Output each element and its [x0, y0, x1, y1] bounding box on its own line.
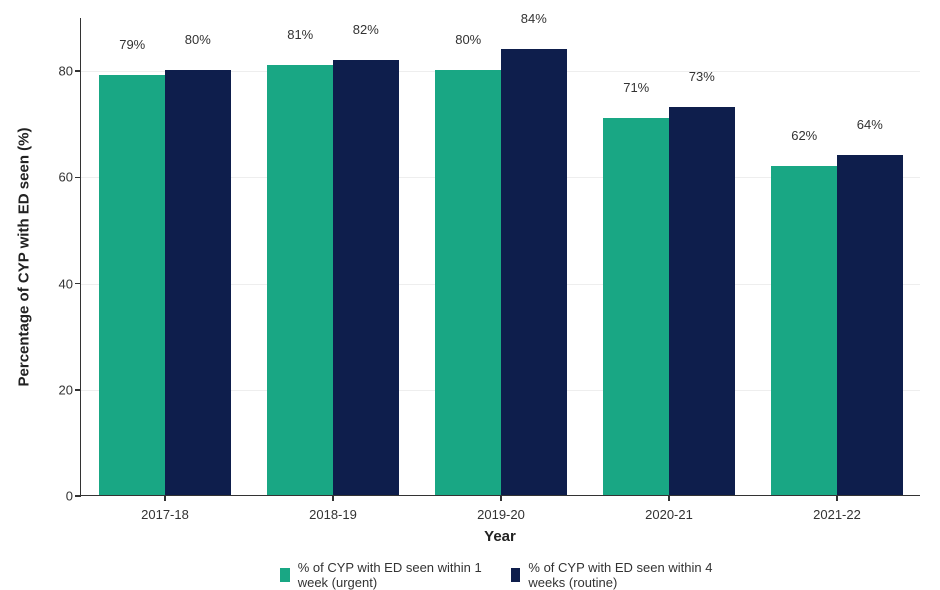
bar-value-label: 62%: [791, 128, 817, 147]
bar: [267, 65, 333, 495]
bar-value-label: 81%: [287, 27, 313, 46]
xtick-label: 2019-20: [477, 495, 525, 522]
legend-label: % of CYP with ED seen within 4 weeks (ro…: [528, 560, 720, 590]
bar-value-label: 84%: [521, 11, 547, 30]
xtick-label: 2020-21: [645, 495, 693, 522]
chart-container: Percentage of CYP with ED seen (%) Year …: [0, 0, 940, 588]
ytick-label: 60: [59, 170, 81, 185]
ytick-label: 20: [59, 382, 81, 397]
legend-swatch: [511, 568, 521, 582]
xtick-label: 2021-22: [813, 495, 861, 522]
bar-value-label: 73%: [689, 69, 715, 88]
bar: [837, 155, 903, 495]
plot-area: 0204060802017-1879%80%2018-1981%82%2019-…: [80, 18, 920, 496]
bar-value-label: 82%: [353, 22, 379, 41]
bar: [165, 70, 231, 495]
bar: [99, 75, 165, 495]
legend-swatch: [280, 568, 290, 582]
bar: [603, 118, 669, 495]
y-axis-title: Percentage of CYP with ED seen (%): [16, 128, 33, 387]
bar-value-label: 80%: [185, 32, 211, 51]
ytick-label: 40: [59, 276, 81, 291]
bar-value-label: 64%: [857, 117, 883, 136]
legend-item: % of CYP with ED seen within 1 week (urg…: [280, 560, 483, 590]
bar-value-label: 71%: [623, 80, 649, 99]
bar: [771, 166, 837, 495]
ytick-label: 80: [59, 64, 81, 79]
ytick-label: 0: [66, 489, 81, 504]
legend-item: % of CYP with ED seen within 4 weeks (ro…: [511, 560, 720, 590]
legend: % of CYP with ED seen within 1 week (urg…: [280, 560, 720, 590]
xtick-label: 2018-19: [309, 495, 357, 522]
bar: [435, 70, 501, 495]
bar: [333, 60, 399, 496]
legend-label: % of CYP with ED seen within 1 week (urg…: [298, 560, 483, 590]
bar: [501, 49, 567, 495]
bar-value-label: 79%: [119, 37, 145, 56]
xtick-label: 2017-18: [141, 495, 189, 522]
bar-value-label: 80%: [455, 32, 481, 51]
x-axis-title: Year: [484, 528, 516, 545]
bar: [669, 107, 735, 495]
